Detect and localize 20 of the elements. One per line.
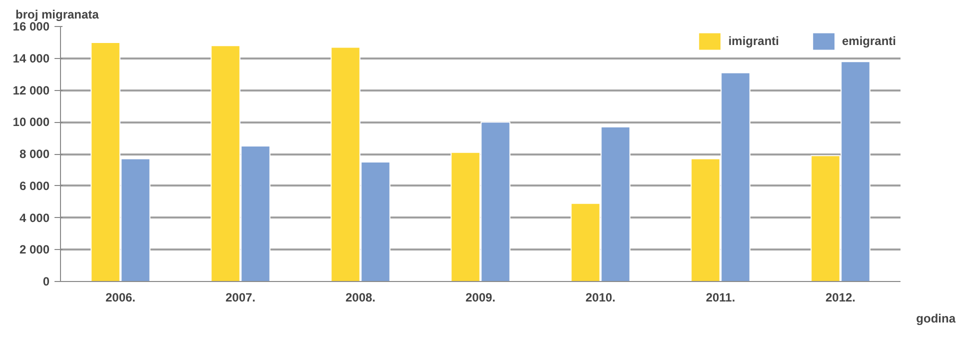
y-axis-title: broj migranata bbox=[16, 8, 100, 22]
x-tick-label: 2008. bbox=[345, 290, 376, 304]
x-tick-label: 2012. bbox=[825, 290, 856, 304]
y-tick-label: 8 000 bbox=[19, 147, 50, 161]
y-tick-label: 2 000 bbox=[19, 242, 50, 257]
x-tick-label: 2011. bbox=[706, 290, 736, 304]
x-tick-label: 2006. bbox=[105, 290, 136, 304]
legend-label: imigranti bbox=[728, 34, 779, 48]
y-tick-label: 16 000 bbox=[12, 20, 50, 34]
y-tick-label: 12 000 bbox=[12, 83, 50, 98]
y-tick-label: 14 000 bbox=[12, 51, 50, 66]
y-tick-label: 10 000 bbox=[12, 115, 50, 130]
legend-label: emigranti bbox=[842, 34, 896, 48]
y-tick-label: 4 000 bbox=[19, 210, 50, 225]
x-axis-title: godina bbox=[916, 312, 956, 326]
x-tick-label: 2007. bbox=[225, 290, 256, 304]
x-tick-label: 2010. bbox=[585, 290, 616, 304]
y-tick-label: 0 bbox=[42, 274, 50, 288]
y-tick-label: 6 000 bbox=[19, 178, 50, 193]
x-tick-label: 2009. bbox=[465, 290, 496, 304]
